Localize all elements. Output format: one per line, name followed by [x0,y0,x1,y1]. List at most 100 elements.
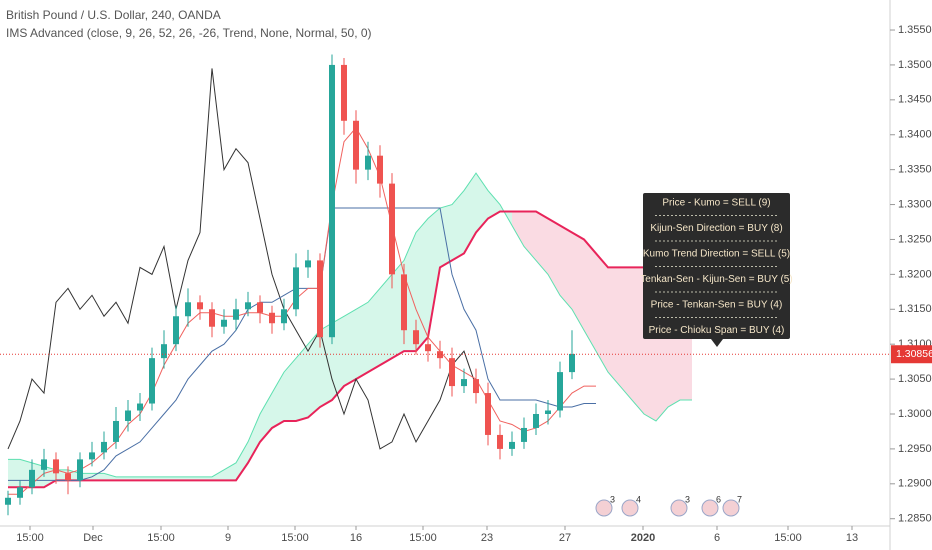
tooltip-line: Kumo Trend Direction = SELL (5) [643,249,790,260]
candle-body [149,358,155,404]
cloud-segment [416,218,428,352]
candle-body [281,309,287,324]
candle-body [497,434,503,449]
cloud-segment [536,211,548,275]
y-tick-label: 1.34000 [898,129,932,141]
cloud-segment [488,190,500,219]
cloud-segment [572,232,584,331]
cloud-segment [380,274,392,366]
candle-body [461,379,467,387]
x-tick-label: 15:00 [16,532,44,544]
candle-body [125,410,131,421]
plot [0,54,890,516]
cloud-segment [560,225,572,310]
x-tick-label: 15:00 [774,532,802,544]
event-count: 3 [610,494,615,504]
x-tick-label: 27 [559,532,571,544]
candle-body [17,487,23,498]
y-tick-label: 1.30500 [898,373,932,385]
last-price-label: 1.30856 [896,348,932,360]
span-b-line [8,210,692,489]
y-tick-label: 1.28500 [898,513,932,525]
candle-body [389,183,395,275]
candle-body [65,473,71,481]
candle-body [245,302,251,310]
candle-body [473,379,479,394]
x-tick-label: 13 [846,532,858,544]
symbol-title: British Pound / U.S. Dollar, 240, OANDA [6,8,221,22]
cloud-segment [224,462,236,481]
candle-body [365,155,371,170]
y-tick-label: 1.30000 [898,408,932,420]
candle-body [401,274,407,331]
cloud-segment [476,173,488,233]
candle-body [557,372,563,411]
candle-body [41,459,47,470]
event-flag [670,499,688,517]
cloud-segment [584,239,596,352]
x-tick-label: 2020 [631,532,655,544]
candle-body [113,420,119,442]
candle-body [533,413,539,428]
tooltip-line: Price - Tenkan-Sen = BUY (4) [651,300,783,311]
candle-body [293,267,299,310]
cloud-segment [428,208,440,338]
y-tick-label: 1.29000 [898,478,932,490]
candle-body [5,497,11,505]
cloud-segment [524,211,536,261]
x-tick-label: 23 [481,532,493,544]
tooltip-line: Tenkan-Sen - Kijun-Sen = BUY (5) [640,274,792,285]
y-tick-label: 1.33000 [898,198,932,210]
candle-body [569,353,575,373]
indicator-line [8,207,596,481]
y-tick-label: 1.34500 [898,94,932,106]
candle-body [305,260,311,268]
candle-body [77,459,83,481]
candle-body [425,344,431,352]
cloud-segment [92,473,104,481]
event-flag [621,499,639,517]
tooltip-pointer [711,339,723,347]
tooltip-line: Price - Kumo = SELL (9) [662,198,770,209]
last-price-badge [891,345,932,364]
candle-body [485,393,491,435]
candle-body [413,330,419,345]
x-tick-label: 9 [225,532,231,544]
event-count: 7 [737,494,742,504]
cloud-segment [296,344,308,421]
x-tick-label: 16 [350,532,362,544]
x-tick-label: Dec [83,532,103,544]
event-flag [722,499,740,517]
cloud-segment [356,302,368,380]
candle-body [545,410,551,414]
cloud-segment [248,413,260,463]
candle-body [173,316,179,345]
y-tick-label: 1.33500 [898,164,932,176]
candle-body [137,403,143,411]
span-a-line [8,172,692,478]
candle-body [269,312,275,324]
x-tick-label: 6 [714,532,720,544]
candle-body [29,469,35,488]
y-tick-label: 1.31500 [898,303,932,315]
cloud-segment [548,218,560,296]
candle-body [509,441,515,449]
y-tick-label: 1.29500 [898,443,932,455]
candle-body [437,351,443,359]
event-flag [701,499,719,517]
indicator-title: IMS Advanced (close, 9, 26, 52, 26, -26,… [6,26,372,40]
indicator-line [7,68,477,450]
event-count: 3 [685,494,690,504]
cloud-segment [104,473,116,481]
cloud-segment [284,358,296,421]
cloud-segment [212,469,224,481]
cloud-segment [440,204,452,268]
cloud-segment [308,330,320,418]
tooltip-line: Price - Chioku Span = BUY (4) [649,325,785,336]
tooltip-line: Kijun-Sen Direction = BUY (8) [650,223,782,234]
candle-body [53,459,59,474]
candle-body [329,64,335,338]
cloud-segment [464,173,476,254]
y-tick-label: 1.32000 [898,268,932,280]
